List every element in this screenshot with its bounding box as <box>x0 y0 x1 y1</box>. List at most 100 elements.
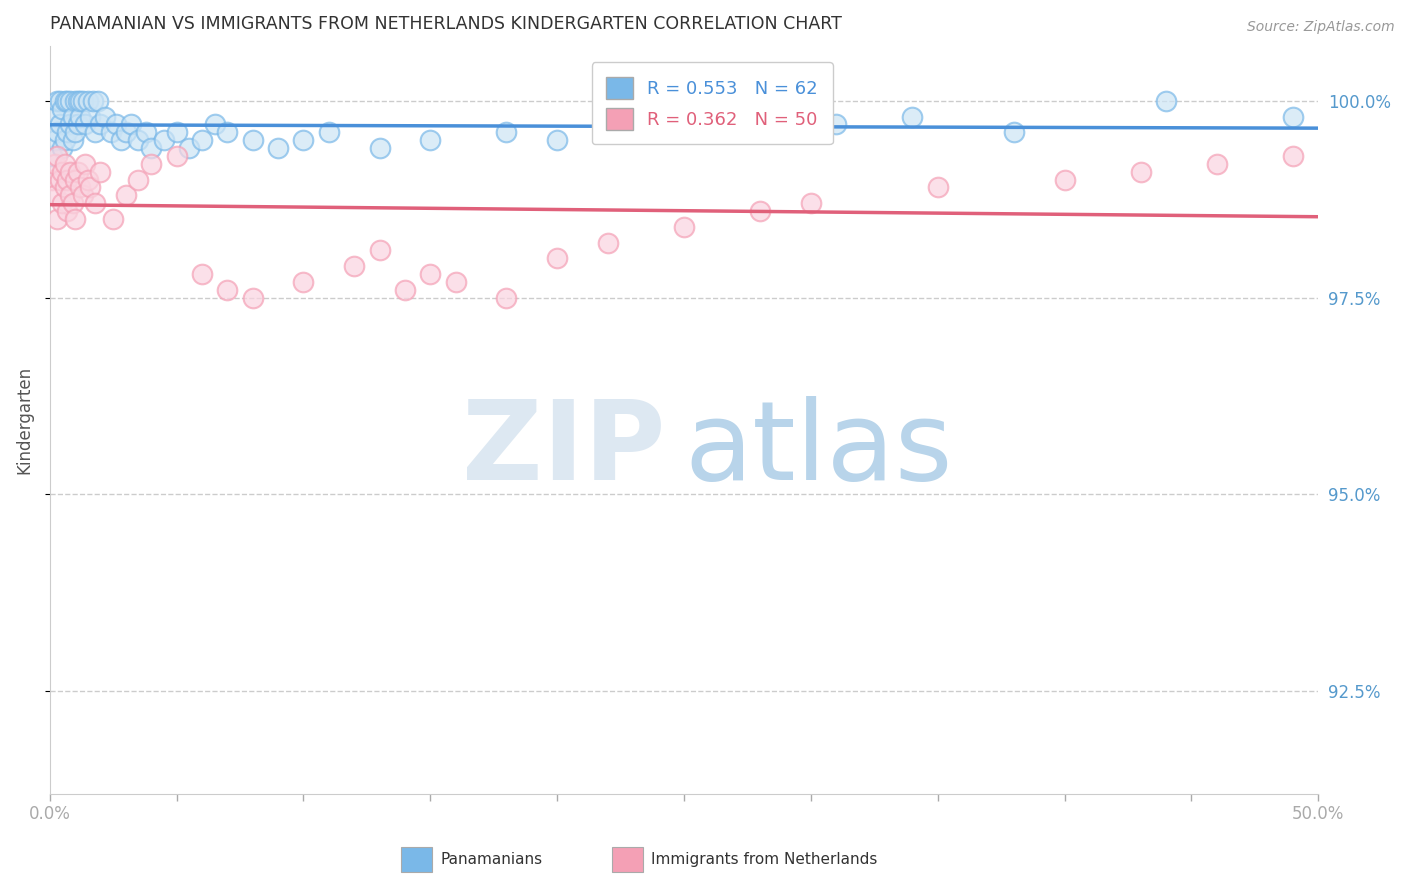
Point <box>72 94 94 108</box>
Point <box>89 117 111 131</box>
Point <box>56 125 79 139</box>
Point <box>79 110 101 124</box>
Point <box>672 219 695 234</box>
Point <box>104 117 127 131</box>
Point <box>72 188 94 202</box>
Point <box>191 133 214 147</box>
Point <box>44 157 66 171</box>
Point <box>56 172 79 186</box>
Point <box>1002 125 1025 139</box>
Point <box>141 141 163 155</box>
Point <box>51 196 73 211</box>
Point <box>166 125 188 139</box>
Point <box>46 211 69 226</box>
Point <box>62 133 84 147</box>
Point <box>100 125 122 139</box>
Point <box>292 275 315 289</box>
Point <box>75 157 97 171</box>
Point <box>84 125 107 139</box>
Point <box>204 117 226 131</box>
Point <box>217 125 239 139</box>
Point <box>56 94 79 108</box>
Point <box>901 110 924 124</box>
Point <box>69 110 91 124</box>
Point <box>62 110 84 124</box>
Point <box>419 267 441 281</box>
Point <box>84 196 107 211</box>
Text: Immigrants from Netherlands: Immigrants from Netherlands <box>651 853 877 867</box>
Point <box>89 164 111 178</box>
Point <box>749 125 772 139</box>
Point <box>76 172 98 186</box>
Point <box>318 125 340 139</box>
Point <box>66 164 89 178</box>
Point <box>79 180 101 194</box>
Point <box>44 110 66 124</box>
Point <box>419 133 441 147</box>
Point <box>94 110 117 124</box>
Point <box>672 117 695 131</box>
Point <box>135 125 157 139</box>
Point <box>53 133 76 147</box>
Point <box>63 94 86 108</box>
Point <box>59 117 82 131</box>
Point <box>51 102 73 116</box>
Point <box>546 252 568 266</box>
Point <box>1282 149 1305 163</box>
Point <box>127 172 149 186</box>
Point <box>66 117 89 131</box>
Point <box>749 204 772 219</box>
Point <box>53 180 76 194</box>
Point <box>59 188 82 202</box>
Point <box>101 211 124 226</box>
Point <box>59 164 82 178</box>
Point <box>495 125 517 139</box>
Point <box>46 125 69 139</box>
Point <box>153 133 176 147</box>
Point <box>41 172 63 186</box>
Point <box>166 149 188 163</box>
Point <box>179 141 201 155</box>
Text: Panamanians: Panamanians <box>440 853 543 867</box>
Point <box>51 164 73 178</box>
Point <box>927 180 949 194</box>
Point <box>343 259 366 273</box>
Point <box>141 157 163 171</box>
Point <box>495 291 517 305</box>
Point <box>1282 110 1305 124</box>
Y-axis label: Kindergarten: Kindergarten <box>15 366 32 474</box>
Text: Source: ZipAtlas.com: Source: ZipAtlas.com <box>1247 20 1395 34</box>
Point <box>44 188 66 202</box>
Point <box>120 117 142 131</box>
Point <box>127 133 149 147</box>
Point <box>63 172 86 186</box>
Point <box>69 94 91 108</box>
Point <box>49 94 72 108</box>
Point <box>114 188 136 202</box>
Point <box>825 117 848 131</box>
Point <box>242 291 264 305</box>
Point <box>46 149 69 163</box>
Point <box>49 117 72 131</box>
Point <box>69 180 91 194</box>
Point <box>75 117 97 131</box>
Point <box>546 133 568 147</box>
Point <box>217 283 239 297</box>
Point <box>59 94 82 108</box>
Point <box>66 94 89 108</box>
Point <box>114 125 136 139</box>
Point <box>82 94 104 108</box>
Point <box>56 204 79 219</box>
Point <box>1154 94 1177 108</box>
Point <box>62 196 84 211</box>
Point <box>444 275 467 289</box>
Point <box>292 133 315 147</box>
Point <box>53 94 76 108</box>
Point <box>1129 164 1152 178</box>
Point <box>368 244 391 258</box>
Point <box>596 235 619 250</box>
Point <box>267 141 290 155</box>
Point <box>596 125 619 139</box>
Point <box>63 211 86 226</box>
Point <box>191 267 214 281</box>
